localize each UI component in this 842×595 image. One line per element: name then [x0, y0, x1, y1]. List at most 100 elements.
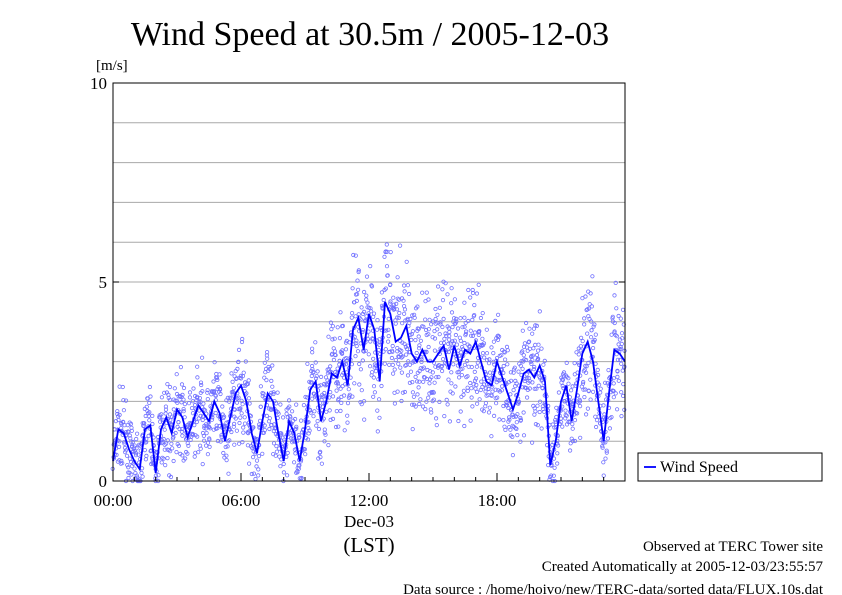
data-point [585, 331, 590, 336]
data-point [275, 390, 280, 395]
data-point [218, 391, 223, 397]
data-point [144, 404, 149, 409]
data-point [261, 391, 266, 396]
data-point [374, 327, 380, 332]
data-point [355, 349, 361, 354]
data-point [207, 437, 212, 442]
data-point [473, 386, 478, 391]
data-point [144, 436, 149, 441]
data-point [386, 327, 391, 332]
data-point [129, 428, 134, 433]
data-point [450, 324, 455, 330]
data-point [251, 471, 256, 476]
data-point [357, 361, 362, 367]
data-point [349, 310, 355, 316]
data-point [472, 330, 477, 335]
data-point [371, 375, 376, 380]
data-point [495, 333, 501, 338]
data-point [423, 317, 428, 322]
data-point [345, 420, 350, 425]
data-point [510, 452, 516, 458]
data-point [402, 307, 408, 312]
data-point [486, 386, 491, 392]
data-point [296, 433, 301, 438]
data-point [134, 446, 139, 451]
data-point [230, 379, 235, 384]
data-point [364, 293, 369, 298]
data-point [229, 371, 234, 376]
data-point [224, 453, 229, 458]
data-point [426, 344, 431, 350]
data-point [161, 436, 166, 442]
data-point [305, 437, 311, 442]
data-point [580, 381, 586, 386]
data-point [262, 427, 267, 433]
data-point [578, 348, 583, 353]
data-point [205, 390, 210, 395]
data-point [421, 365, 426, 370]
data-point [270, 384, 275, 389]
data-point [454, 316, 459, 321]
data-point [249, 471, 254, 477]
data-point [318, 454, 323, 460]
data-point [136, 442, 142, 447]
data-point [264, 353, 269, 358]
data-point [126, 429, 131, 434]
data-point [361, 399, 367, 404]
data-point [180, 426, 185, 432]
data-point [417, 379, 422, 384]
data-point [165, 381, 170, 387]
data-point [342, 428, 347, 433]
data-point [264, 349, 270, 355]
data-point [211, 389, 217, 394]
data-point [198, 446, 203, 451]
data-point [387, 362, 392, 367]
data-point [539, 346, 544, 351]
data-point [472, 302, 477, 308]
data-point [331, 357, 336, 362]
data-point [591, 324, 596, 329]
data-point [478, 315, 483, 321]
data-point [495, 395, 500, 400]
data-point [185, 451, 190, 456]
data-point [583, 370, 589, 375]
data-point [117, 444, 122, 449]
legend-label-wind-speed: Wind Speed [660, 459, 738, 476]
data-point [471, 382, 476, 387]
data-point [554, 405, 559, 410]
data-point [556, 390, 562, 395]
data-point [603, 440, 608, 445]
data-point [417, 343, 422, 348]
data-point [620, 307, 626, 312]
y-tick-label: 10 [90, 74, 107, 93]
data-point [195, 434, 200, 439]
data-point [122, 445, 128, 450]
data-point [501, 417, 506, 423]
data-point [525, 375, 530, 381]
data-point [382, 254, 387, 259]
data-point [421, 324, 426, 329]
data-point [181, 385, 187, 391]
data-point [373, 369, 378, 374]
data-point [593, 414, 598, 419]
data-point [570, 438, 575, 444]
data-point [411, 394, 416, 399]
data-point [350, 286, 355, 291]
data-point [159, 460, 164, 465]
data-point [239, 411, 244, 416]
data-point [231, 389, 236, 395]
data-point [126, 475, 131, 481]
data-point [541, 362, 546, 367]
data-point [385, 273, 390, 278]
data-point [532, 412, 537, 417]
data-point [421, 379, 426, 384]
data-point [466, 287, 471, 293]
data-point [533, 409, 538, 414]
data-point [319, 461, 324, 466]
data-point [180, 433, 185, 438]
data-point [468, 328, 473, 333]
data-point [199, 382, 204, 388]
data-point [460, 325, 465, 330]
data-point [265, 356, 270, 361]
data-point [264, 377, 269, 383]
